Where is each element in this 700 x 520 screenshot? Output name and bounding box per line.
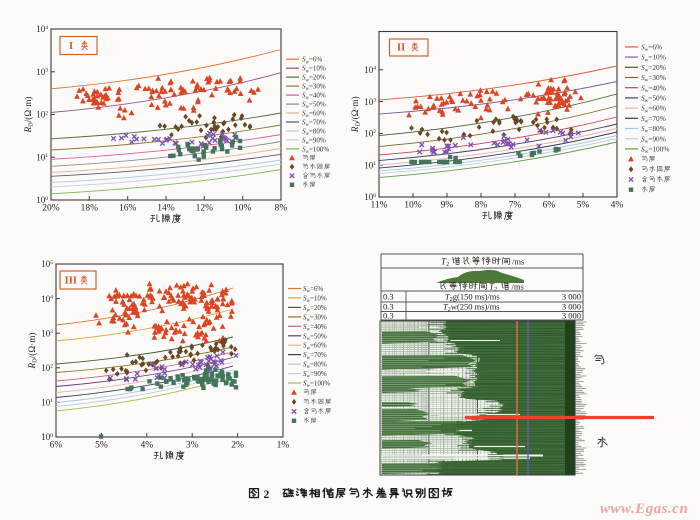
svg-text:Sw=60%: Sw=60%: [302, 110, 326, 120]
svg-text:3 000: 3 000: [562, 292, 581, 302]
svg-text:8%: 8%: [275, 204, 288, 214]
svg-text:/ms: /ms: [512, 282, 524, 292]
svg-text:Sw=40%: Sw=40%: [302, 92, 326, 102]
svg-text:3 000: 3 000: [562, 302, 581, 312]
svg-text:14%: 14%: [157, 204, 175, 214]
svg-text:6%: 6%: [50, 441, 63, 451]
svg-text:Sw=70%: Sw=70%: [641, 114, 666, 125]
svg-text:RD/(Ω·m): RD/(Ω·m): [27, 333, 39, 370]
svg-text:10%: 10%: [234, 204, 252, 214]
svg-text:Sw=50%: Sw=50%: [303, 332, 327, 342]
svg-text:0.3: 0.3: [383, 311, 394, 321]
svg-text:103: 103: [36, 67, 48, 77]
svg-text:101: 101: [41, 398, 53, 408]
svg-text:8%: 8%: [475, 201, 488, 211]
svg-text:104: 104: [364, 65, 376, 75]
svg-text:Sw=20%: Sw=20%: [302, 74, 326, 84]
svg-text:Sw=100%: Sw=100%: [302, 145, 329, 155]
svg-text:Sw=50%: Sw=50%: [302, 101, 326, 111]
svg-text:Sw=90%: Sw=90%: [641, 134, 666, 145]
svg-text:Sw=70%: Sw=70%: [302, 119, 326, 129]
svg-text:III: III: [65, 276, 77, 287]
svg-text:Sw=30%: Sw=30%: [303, 313, 327, 323]
svg-text:Sw=100%: Sw=100%: [641, 145, 669, 156]
svg-text:Sw=6%: Sw=6%: [641, 43, 662, 54]
svg-text:Sw=10%: Sw=10%: [303, 295, 327, 305]
svg-text:3 000: 3 000: [562, 311, 581, 321]
svg-text:100: 100: [36, 195, 48, 205]
svg-text:6%: 6%: [543, 201, 556, 211]
svg-text:Sw=90%: Sw=90%: [303, 370, 327, 380]
svg-text:Sw=40%: Sw=40%: [641, 83, 666, 94]
svg-text:Sw=90%: Sw=90%: [302, 137, 326, 147]
svg-text:1%: 1%: [277, 441, 290, 451]
svg-text:Sw=60%: Sw=60%: [641, 104, 666, 115]
svg-text:T2: T2: [441, 257, 449, 269]
svg-text:7%: 7%: [509, 201, 522, 211]
svg-text:/ms: /ms: [512, 257, 524, 267]
svg-text:Sw=10%: Sw=10%: [641, 53, 666, 64]
svg-text:4%: 4%: [140, 441, 153, 451]
svg-text:4%: 4%: [611, 201, 624, 211]
svg-text:Sw=80%: Sw=80%: [641, 124, 666, 135]
svg-text:Sw=80%: Sw=80%: [303, 361, 327, 371]
svg-text:www.Egas.cn: www.Egas.cn: [600, 501, 688, 517]
svg-text:Sw=60%: Sw=60%: [303, 342, 327, 352]
svg-text:10%: 10%: [404, 201, 422, 211]
svg-text:I: I: [69, 41, 73, 52]
svg-text:102: 102: [41, 363, 53, 373]
svg-text:104: 104: [41, 294, 53, 304]
svg-text:0.3: 0.3: [383, 302, 394, 312]
svg-text:101: 101: [36, 152, 48, 162]
svg-text:11%: 11%: [370, 201, 387, 211]
svg-text:100: 100: [41, 432, 53, 442]
svg-text:0.3: 0.3: [383, 292, 394, 302]
svg-text:Sw=50%: Sw=50%: [641, 94, 666, 105]
svg-text:102: 102: [364, 129, 376, 139]
svg-text:T2: T2: [489, 282, 497, 294]
svg-text:Sw=100%: Sw=100%: [303, 380, 330, 390]
svg-text:18%: 18%: [81, 204, 99, 214]
svg-text:2%: 2%: [231, 441, 244, 451]
svg-text:T2g(150 ms)/ms: T2g(150 ms)/ms: [445, 292, 500, 303]
svg-text:12%: 12%: [196, 204, 214, 214]
svg-text:5%: 5%: [577, 201, 590, 211]
svg-text:5%: 5%: [95, 441, 108, 451]
svg-text:100: 100: [364, 192, 376, 202]
svg-text:RD/(Ω·m): RD/(Ω·m): [350, 96, 362, 133]
svg-text:20%: 20%: [42, 204, 60, 214]
svg-text:9%: 9%: [441, 201, 454, 211]
svg-text:3%: 3%: [186, 441, 199, 451]
svg-text:Sw=30%: Sw=30%: [641, 73, 666, 84]
svg-text:Sw=10%: Sw=10%: [302, 65, 326, 75]
svg-text:101: 101: [364, 160, 376, 170]
svg-text:102: 102: [36, 110, 48, 120]
svg-text:104: 104: [36, 24, 48, 34]
svg-text:Sw=20%: Sw=20%: [303, 304, 327, 314]
svg-text:16%: 16%: [119, 204, 137, 214]
svg-text:105: 105: [41, 259, 53, 269]
svg-text:Sw=70%: Sw=70%: [303, 351, 327, 361]
svg-text:RD/(Ω·m): RD/(Ω·m): [23, 97, 35, 134]
svg-text:2: 2: [264, 489, 270, 501]
svg-text:103: 103: [364, 97, 376, 107]
svg-text:Sw=80%: Sw=80%: [302, 128, 326, 138]
svg-text:T2w(250 ms)/ms: T2w(250 ms)/ms: [443, 302, 500, 313]
svg-text:Sw=40%: Sw=40%: [303, 323, 327, 333]
svg-text:Sw=20%: Sw=20%: [641, 63, 666, 74]
svg-text:Sw=30%: Sw=30%: [302, 83, 326, 93]
svg-text:II: II: [397, 43, 405, 54]
svg-text:Sw=6%: Sw=6%: [303, 285, 323, 295]
svg-text:103: 103: [41, 328, 53, 338]
svg-text:Sw=6%: Sw=6%: [302, 56, 322, 66]
